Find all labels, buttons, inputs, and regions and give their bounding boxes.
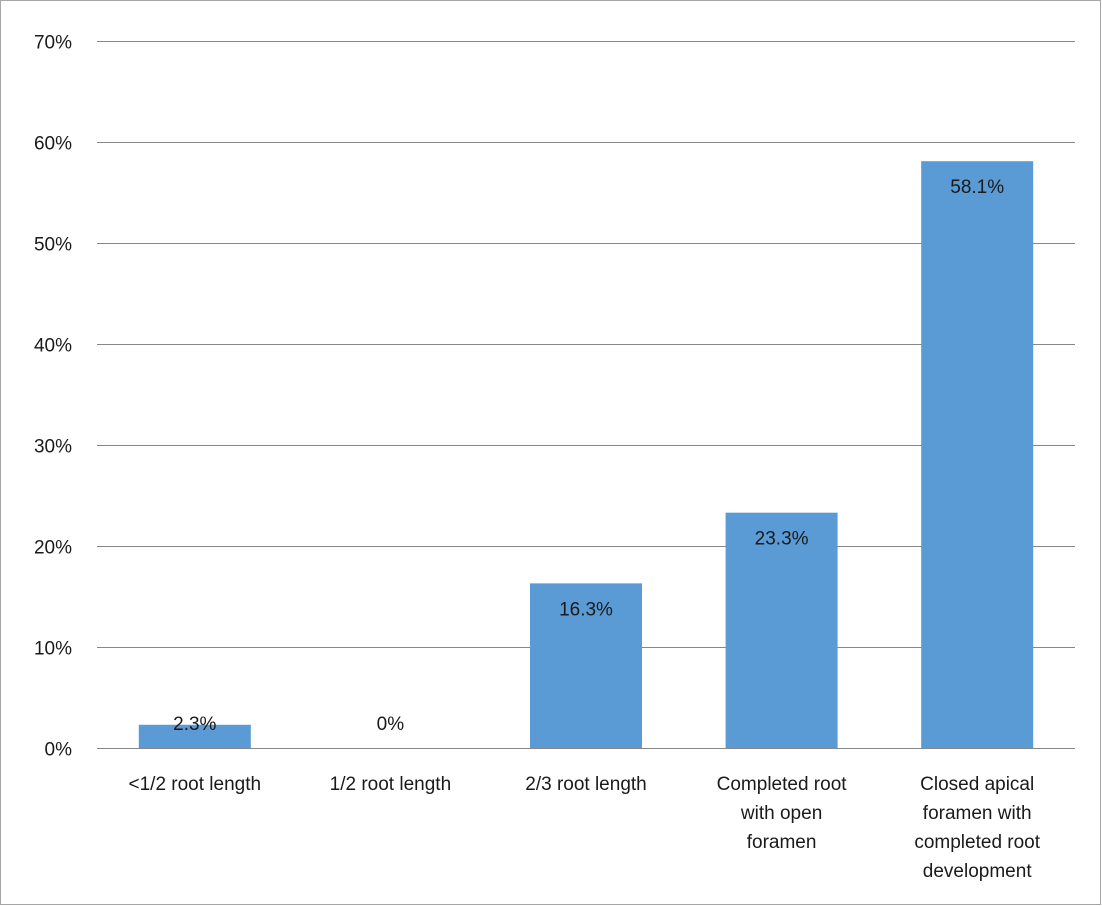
bar [725, 512, 838, 748]
y-axis-tick-labels: 0% 10% 20% 30% 40% 50% 60% 70% [34, 33, 72, 761]
bars [97, 161, 1075, 749]
category-label: 2/3 root length [525, 774, 646, 795]
category-label: Closed apical foramen with completed root d… [914, 774, 1040, 882]
category-label: 1/2 root length [330, 774, 451, 795]
y-tick-label: 0% [45, 740, 73, 761]
data-label: 58.1% [950, 177, 1004, 198]
category-label: <1/2 root length [129, 774, 262, 795]
data-label: 23.3% [755, 529, 809, 550]
bar [138, 724, 251, 748]
y-tick-label: 20% [34, 538, 72, 559]
data-label: 2.3% [173, 714, 216, 735]
y-tick-label: 50% [34, 235, 72, 256]
data-label: 0% [377, 714, 405, 735]
data-labels: 2.3% 0% 16.3% 23.3% 58.1% [173, 177, 1004, 735]
data-label: 16.3% [559, 599, 613, 620]
y-tick-label: 10% [34, 639, 72, 660]
category-label: Completed root with open foramen [717, 774, 848, 853]
y-tick-label: 70% [34, 33, 72, 54]
y-tick-label: 30% [34, 437, 72, 458]
bar [921, 161, 1034, 748]
bar [530, 583, 642, 748]
x-axis-category-labels: <1/2 root length 1/2 root length 2/3 root … [129, 774, 1041, 882]
y-tick-label: 60% [34, 134, 72, 155]
y-tick-label: 40% [34, 336, 72, 357]
